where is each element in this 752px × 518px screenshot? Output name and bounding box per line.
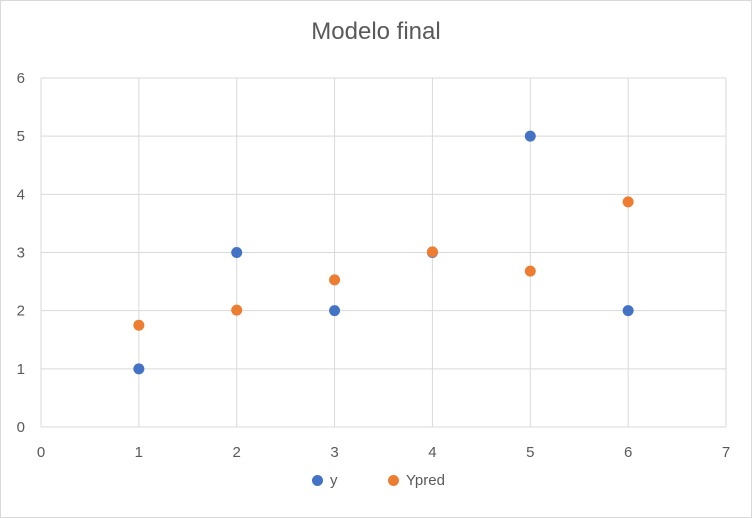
data-point-ypred [329, 274, 341, 286]
x-tick-label: 5 [526, 444, 534, 461]
data-point-y [622, 305, 634, 317]
y-tick-label: 5 [17, 128, 25, 145]
y-tick-label: 6 [17, 70, 25, 87]
y-tick-label: 2 [17, 303, 25, 320]
data-point-y [329, 305, 341, 317]
y-tick-label: 1 [17, 361, 25, 378]
x-tick-label: 3 [330, 444, 338, 461]
legend-marker-ypred [388, 475, 399, 486]
legend: y Ypred [0, 472, 752, 492]
chart-title: Modelo final [311, 18, 441, 45]
legend-item-y: y [312, 472, 338, 489]
legend-item-ypred: Ypred [388, 472, 445, 489]
data-point-ypred [524, 265, 536, 277]
x-tick-label: 4 [428, 444, 436, 461]
data-point-ypred [426, 246, 438, 258]
y-tick-label: 0 [17, 419, 25, 436]
x-tick-label: 0 [37, 444, 45, 461]
x-tick-label: 1 [135, 444, 143, 461]
legend-marker-y [312, 475, 323, 486]
legend-label-y: y [330, 472, 338, 489]
data-point-y [231, 247, 243, 258]
x-tick-label: 6 [624, 444, 632, 461]
x-tick-label: 2 [233, 444, 241, 461]
data-point-ypred [622, 196, 634, 208]
x-tick-label: 7 [722, 444, 730, 461]
data-point-ypred [133, 319, 145, 331]
data-point-y [524, 130, 536, 142]
data-point-ypred [231, 304, 243, 316]
data-point-y [133, 363, 145, 375]
legend-label-ypred: Ypred [406, 472, 445, 489]
y-tick-label: 4 [17, 186, 25, 203]
y-tick-label: 3 [17, 245, 25, 262]
